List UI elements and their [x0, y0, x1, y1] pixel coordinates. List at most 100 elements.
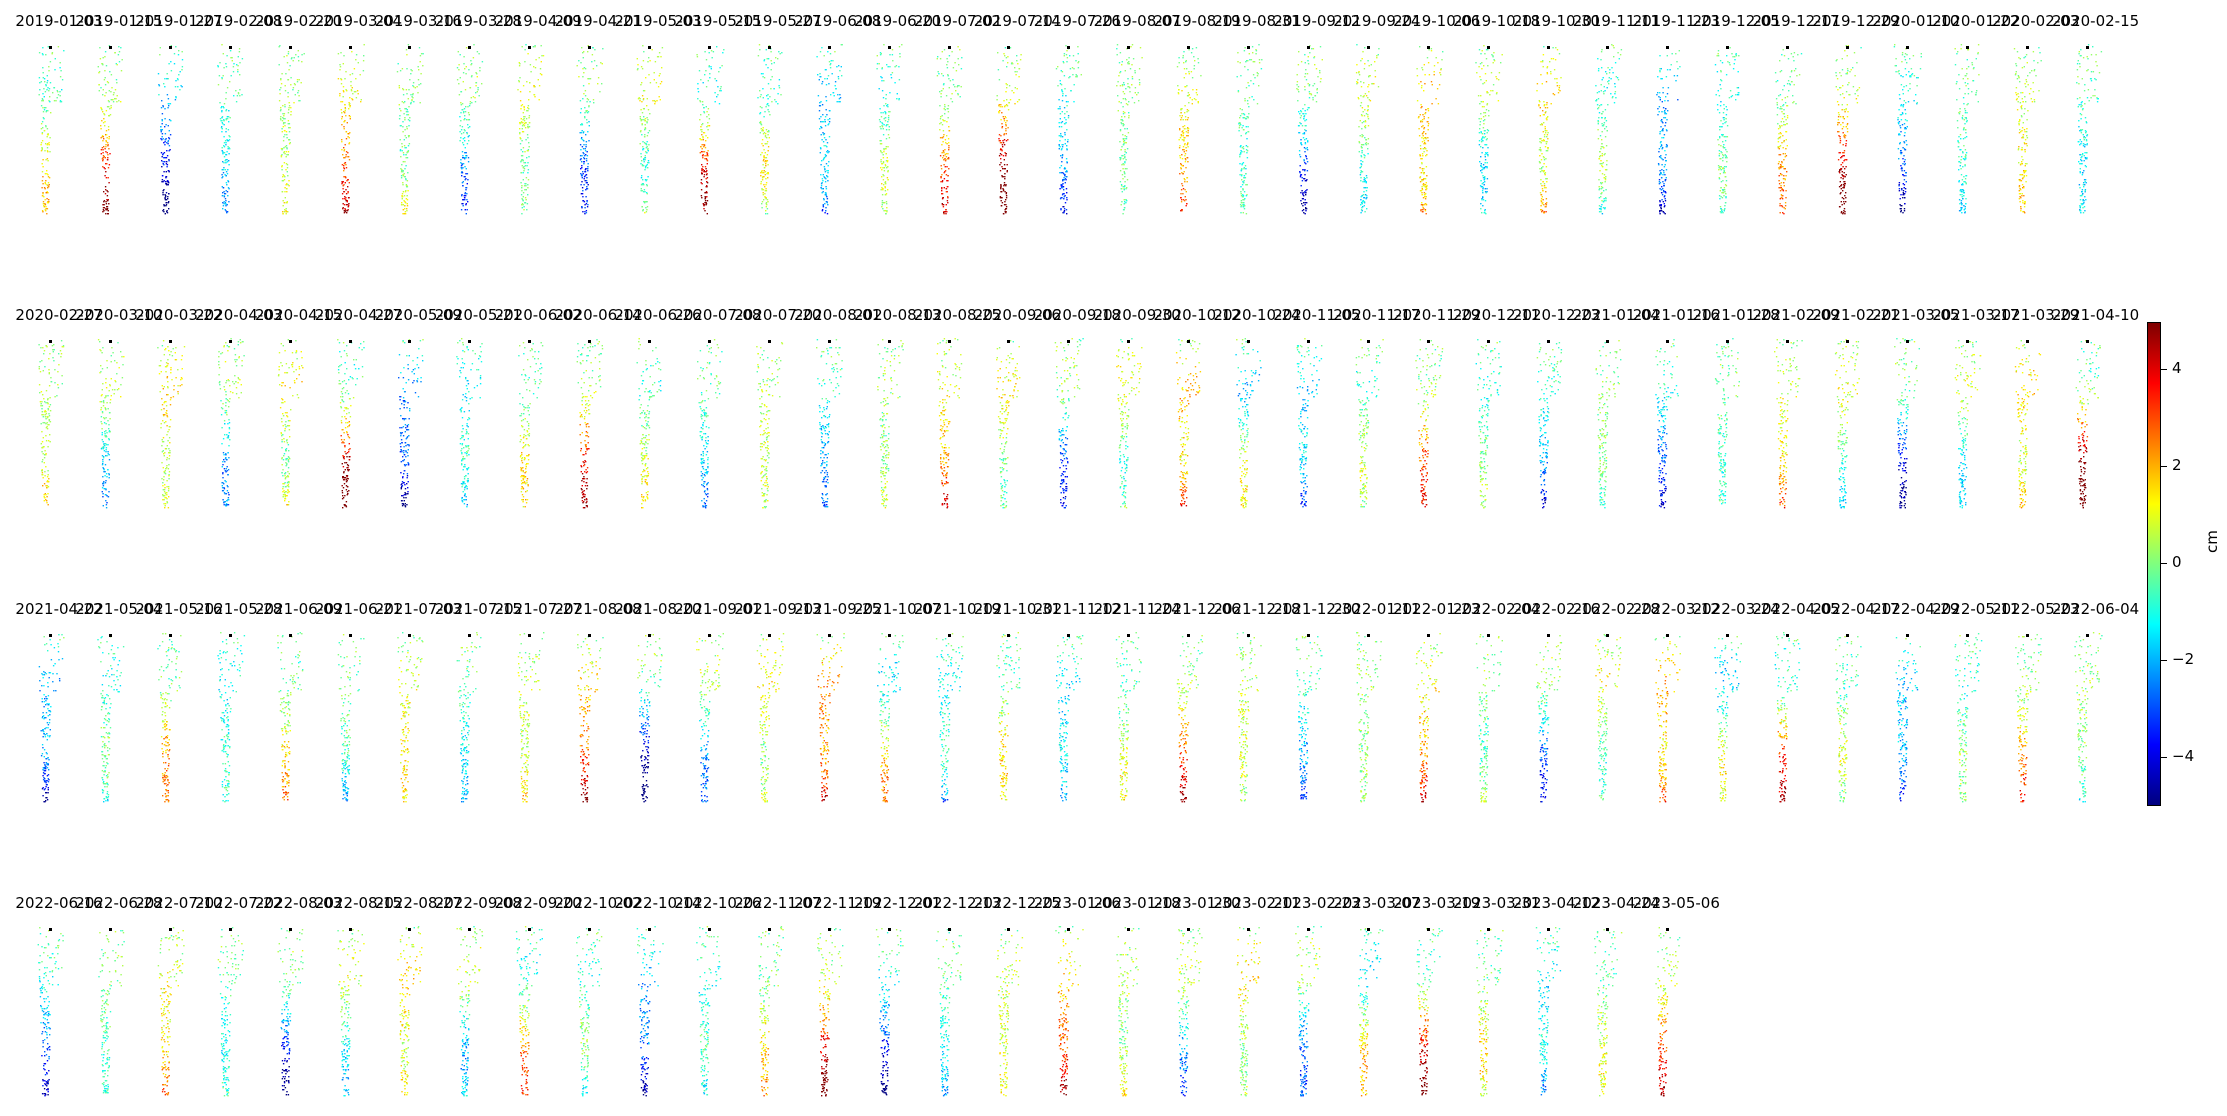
- data-point: [282, 118, 284, 120]
- data-point: [1662, 92, 1665, 94]
- data-point: [165, 183, 168, 185]
- data-point: [1478, 144, 1480, 146]
- data-point: [354, 91, 356, 93]
- data-point: [1542, 46, 1544, 48]
- data-point: [1065, 202, 1067, 204]
- data-point: [1304, 155, 1307, 157]
- data-point: [1420, 67, 1423, 69]
- data-point: [764, 165, 767, 167]
- data-point: [523, 118, 525, 120]
- data-point: [405, 213, 407, 215]
- data-point: [584, 211, 586, 213]
- data-point: [288, 139, 290, 141]
- data-point: [407, 111, 409, 113]
- data-point: [884, 165, 886, 167]
- data-point: [47, 182, 50, 184]
- data-point: [882, 154, 884, 156]
- data-point: [1121, 184, 1123, 186]
- data-point: [1720, 120, 1722, 122]
- data-point: [1424, 133, 1427, 135]
- data-point: [107, 100, 110, 102]
- data-point: [646, 193, 648, 195]
- data-point: [1123, 143, 1125, 145]
- data-point: [1306, 109, 1309, 111]
- data-point: [1536, 83, 1538, 85]
- data-point: [466, 155, 468, 157]
- data-point: [947, 157, 949, 159]
- data-point: [1423, 116, 1425, 118]
- data-point: [475, 101, 477, 103]
- data-point: [821, 192, 823, 194]
- data-point: [235, 101, 237, 103]
- data-point: [1481, 167, 1484, 169]
- data-point: [945, 191, 947, 193]
- data-point: [767, 67, 769, 69]
- data-point: [164, 197, 166, 199]
- data-point: [165, 138, 167, 140]
- data-point: [1004, 168, 1007, 170]
- data-point: [583, 184, 585, 186]
- data-point: [705, 196, 708, 198]
- data-point: [647, 160, 650, 162]
- data-point: [591, 61, 593, 63]
- data-point: [338, 64, 341, 66]
- data-point: [1005, 124, 1007, 126]
- data-point: [103, 204, 105, 206]
- data-point: [700, 179, 703, 181]
- data-point: [105, 110, 107, 112]
- data-point: [1602, 166, 1604, 168]
- data-point: [644, 159, 646, 161]
- data-point: [1545, 136, 1547, 138]
- data-point: [1059, 106, 1061, 108]
- data-point: [41, 147, 43, 149]
- data-point: [1184, 181, 1186, 183]
- data-point: [1369, 75, 1371, 77]
- data-point: [1478, 161, 1480, 163]
- data-point: [940, 174, 943, 176]
- data-point: [1359, 204, 1362, 206]
- data-point: [875, 68, 878, 70]
- data-point: [1184, 196, 1187, 198]
- data-point: [1005, 125, 1008, 127]
- data-point: [881, 202, 883, 204]
- data-point: [100, 87, 102, 89]
- data-point: [1077, 67, 1080, 69]
- data-point: [824, 193, 827, 195]
- data-point: [1300, 142, 1302, 144]
- data-point: [881, 67, 883, 69]
- data-point: [586, 188, 588, 190]
- data-point: [469, 87, 472, 89]
- data-point: [589, 78, 592, 80]
- data-point: [704, 51, 706, 53]
- data-point: [1256, 75, 1259, 77]
- data-point: [1243, 202, 1245, 204]
- data-point: [282, 126, 284, 128]
- data-point: [884, 194, 886, 196]
- data-point: [1005, 91, 1008, 93]
- data-point: [1362, 82, 1365, 84]
- data-point: [229, 57, 232, 59]
- data-point: [226, 151, 228, 153]
- data-point: [583, 155, 586, 157]
- panel-title: 2019-10-18: [1437, 12, 1557, 30]
- data-point: [281, 191, 283, 193]
- data-point: [1300, 200, 1302, 202]
- data-point: [44, 81, 46, 83]
- data-point: [106, 106, 109, 108]
- data-point: [581, 137, 583, 139]
- data-point: [708, 125, 711, 127]
- data-point: [762, 159, 765, 161]
- data-point: [1183, 51, 1185, 53]
- data-point: [519, 128, 521, 130]
- data-point: [1363, 155, 1366, 157]
- data-point: [1723, 108, 1726, 110]
- data-point: [1419, 120, 1422, 122]
- data-point: [294, 94, 296, 96]
- data-point: [718, 90, 721, 92]
- data-point: [1479, 170, 1481, 172]
- data-point: [1365, 113, 1367, 115]
- data-point: [1304, 213, 1306, 215]
- data-point: [1185, 73, 1187, 75]
- data-point: [762, 76, 764, 78]
- data-point: [1016, 71, 1019, 73]
